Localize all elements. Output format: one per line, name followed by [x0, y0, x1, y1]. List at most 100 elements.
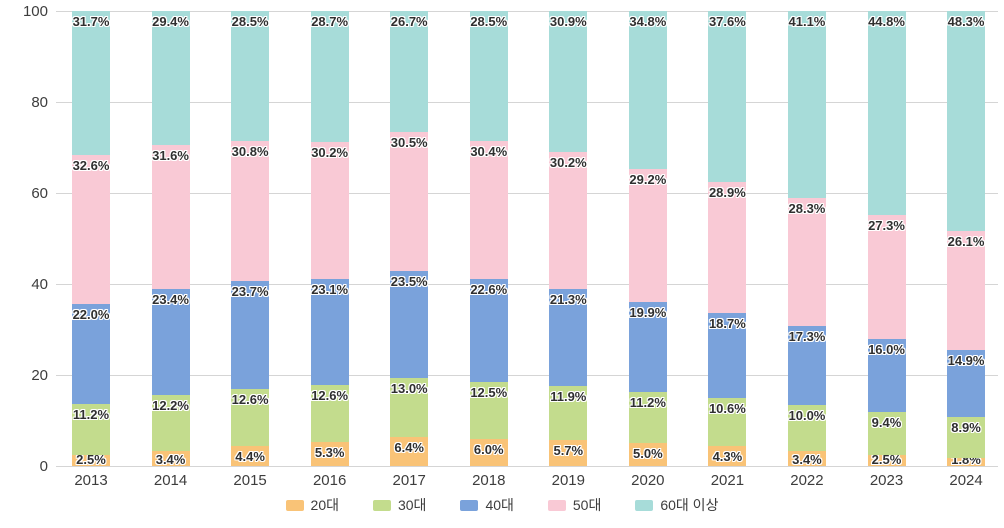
value-label: 9.4%	[871, 414, 902, 430]
value-label: 48.3%	[947, 14, 985, 29]
value-label: 37.6%	[708, 13, 746, 29]
bar-segment-60대 이상-2020	[628, 10, 667, 169]
bar-segment-40대-2024	[947, 349, 986, 418]
bar-segment-20대-2022	[787, 450, 826, 466]
legend-label: 20대	[310, 497, 339, 513]
bar-segment-40대-2014	[151, 288, 190, 396]
bar-segment-60대 이상-2023	[867, 11, 906, 215]
x-axis-tick-label: 2015	[233, 472, 267, 489]
legend-swatch	[635, 499, 654, 511]
bar-segment-50대-2020	[628, 168, 667, 302]
value-label: 31.7%	[72, 14, 110, 29]
gridline	[56, 284, 998, 285]
x-axis-tick-label: 2024	[949, 472, 983, 489]
value-label: 11.9%	[550, 388, 587, 404]
bar-segment-50대-2021	[708, 181, 747, 314]
bar-segment-50대-2023	[867, 214, 906, 340]
value-label: 30.2%	[549, 154, 587, 170]
gridline	[56, 466, 998, 467]
x-axis-tick-label: 2018	[472, 472, 506, 489]
value-label: 28.5%	[231, 14, 269, 29]
legend-label: 50대	[572, 497, 602, 513]
x-axis-tick-label: 2013	[74, 472, 108, 489]
value-label: 26.7%	[390, 13, 428, 29]
legend-item-30대: 30대	[372, 497, 427, 513]
value-label: 19.9%	[629, 304, 667, 320]
bar-segment-20대-2013	[72, 454, 110, 466]
legend-label: 30대	[397, 497, 427, 513]
value-label: 3.4%	[792, 452, 822, 467]
x-axis-tick-label: 2017	[392, 472, 426, 489]
bar-segment-60대 이상-2016	[310, 11, 349, 143]
bar-segment-40대-2016	[310, 279, 349, 385]
bar-segment-60대 이상-2021	[708, 10, 747, 182]
bar-segment-40대-2019	[549, 289, 588, 386]
legend-swatch	[547, 499, 566, 511]
value-label: 23.5%	[390, 273, 428, 289]
bar-segment-60대 이상-2019	[549, 11, 588, 152]
value-label: 21.3%	[549, 292, 587, 307]
y-axis-tick-label: 40	[31, 276, 48, 293]
legend-label: 40대	[485, 497, 514, 513]
value-label: 10.6%	[708, 401, 746, 417]
value-label: 22.6%	[470, 281, 508, 297]
bar-segment-30대-2021	[708, 398, 747, 447]
value-label: 23.4%	[152, 291, 189, 307]
value-label: 44.8%	[868, 14, 905, 29]
x-axis-tick-label: 2023	[869, 472, 904, 489]
value-label: 17.3%	[788, 329, 826, 345]
y-axis-tick-label: 20	[31, 367, 48, 384]
bar-segment-20대-2017	[390, 436, 429, 466]
bar-segment-30대-2022	[787, 405, 826, 451]
value-label: 30.5%	[390, 135, 428, 151]
legend-swatch	[460, 499, 479, 511]
value-label: 28.5%	[470, 14, 508, 29]
value-label: 28.3%	[788, 200, 826, 216]
value-label: 41.1%	[788, 13, 826, 29]
bar-segment-30대-2019	[549, 385, 588, 441]
bar-segment-40대-2020	[628, 301, 667, 393]
value-label: 23.1%	[311, 282, 349, 298]
value-label: 30.8%	[231, 143, 269, 159]
legend-swatch	[285, 499, 304, 511]
bar-segment-50대-2015	[231, 140, 270, 281]
value-label: 6.0%	[473, 441, 504, 457]
bar-segment-30대-2016	[310, 384, 349, 442]
value-label: 28.7%	[311, 14, 349, 30]
legend: 20대 30대 40대 50대 60대 이상	[0, 498, 1004, 512]
value-label: 4.3%	[712, 449, 743, 465]
bar-segment-20대-2018	[469, 438, 508, 466]
bar-segment-60대 이상-2017	[390, 10, 429, 133]
value-label: 30.4%	[470, 143, 508, 159]
bar-segment-60대 이상-2022	[787, 10, 826, 198]
value-label: 22.0%	[72, 306, 110, 322]
value-label: 32.6%	[72, 158, 110, 174]
value-label: 8.9%	[951, 420, 981, 436]
bar-segment-20대-2016	[310, 441, 349, 466]
bar-segment-20대-2023	[867, 454, 906, 466]
bar-segment-20대-2015	[231, 445, 270, 466]
value-label: 23.7%	[231, 283, 269, 299]
bar-segment-40대-2021	[708, 313, 747, 399]
value-label: 14.9%	[947, 352, 985, 368]
bar-segment-60대 이상-2013	[72, 11, 110, 156]
value-label: 6.4%	[394, 439, 424, 455]
x-axis-tick-label: 2014	[153, 472, 188, 489]
value-label: 29.2%	[629, 171, 667, 187]
bar-segment-30대-2015	[231, 388, 270, 446]
value-label: 12.2%	[152, 398, 189, 414]
value-label: 5.3%	[314, 444, 345, 460]
x-axis-tick-label: 2019	[551, 472, 585, 489]
value-label: 29.4%	[152, 14, 189, 29]
bar-segment-30대-2018	[469, 381, 508, 439]
y-axis-tick-label: 60	[31, 185, 48, 202]
bar-segment-50대-2016	[310, 142, 349, 280]
bar-segment-50대-2018	[469, 140, 508, 279]
bar-segment-60대 이상-2015	[231, 11, 270, 141]
value-label: 34.8%	[629, 13, 667, 29]
bar-segment-40대-2017	[390, 270, 429, 378]
gridline	[56, 11, 998, 12]
value-label: 27.3%	[868, 217, 905, 233]
legend-swatch	[372, 499, 391, 511]
